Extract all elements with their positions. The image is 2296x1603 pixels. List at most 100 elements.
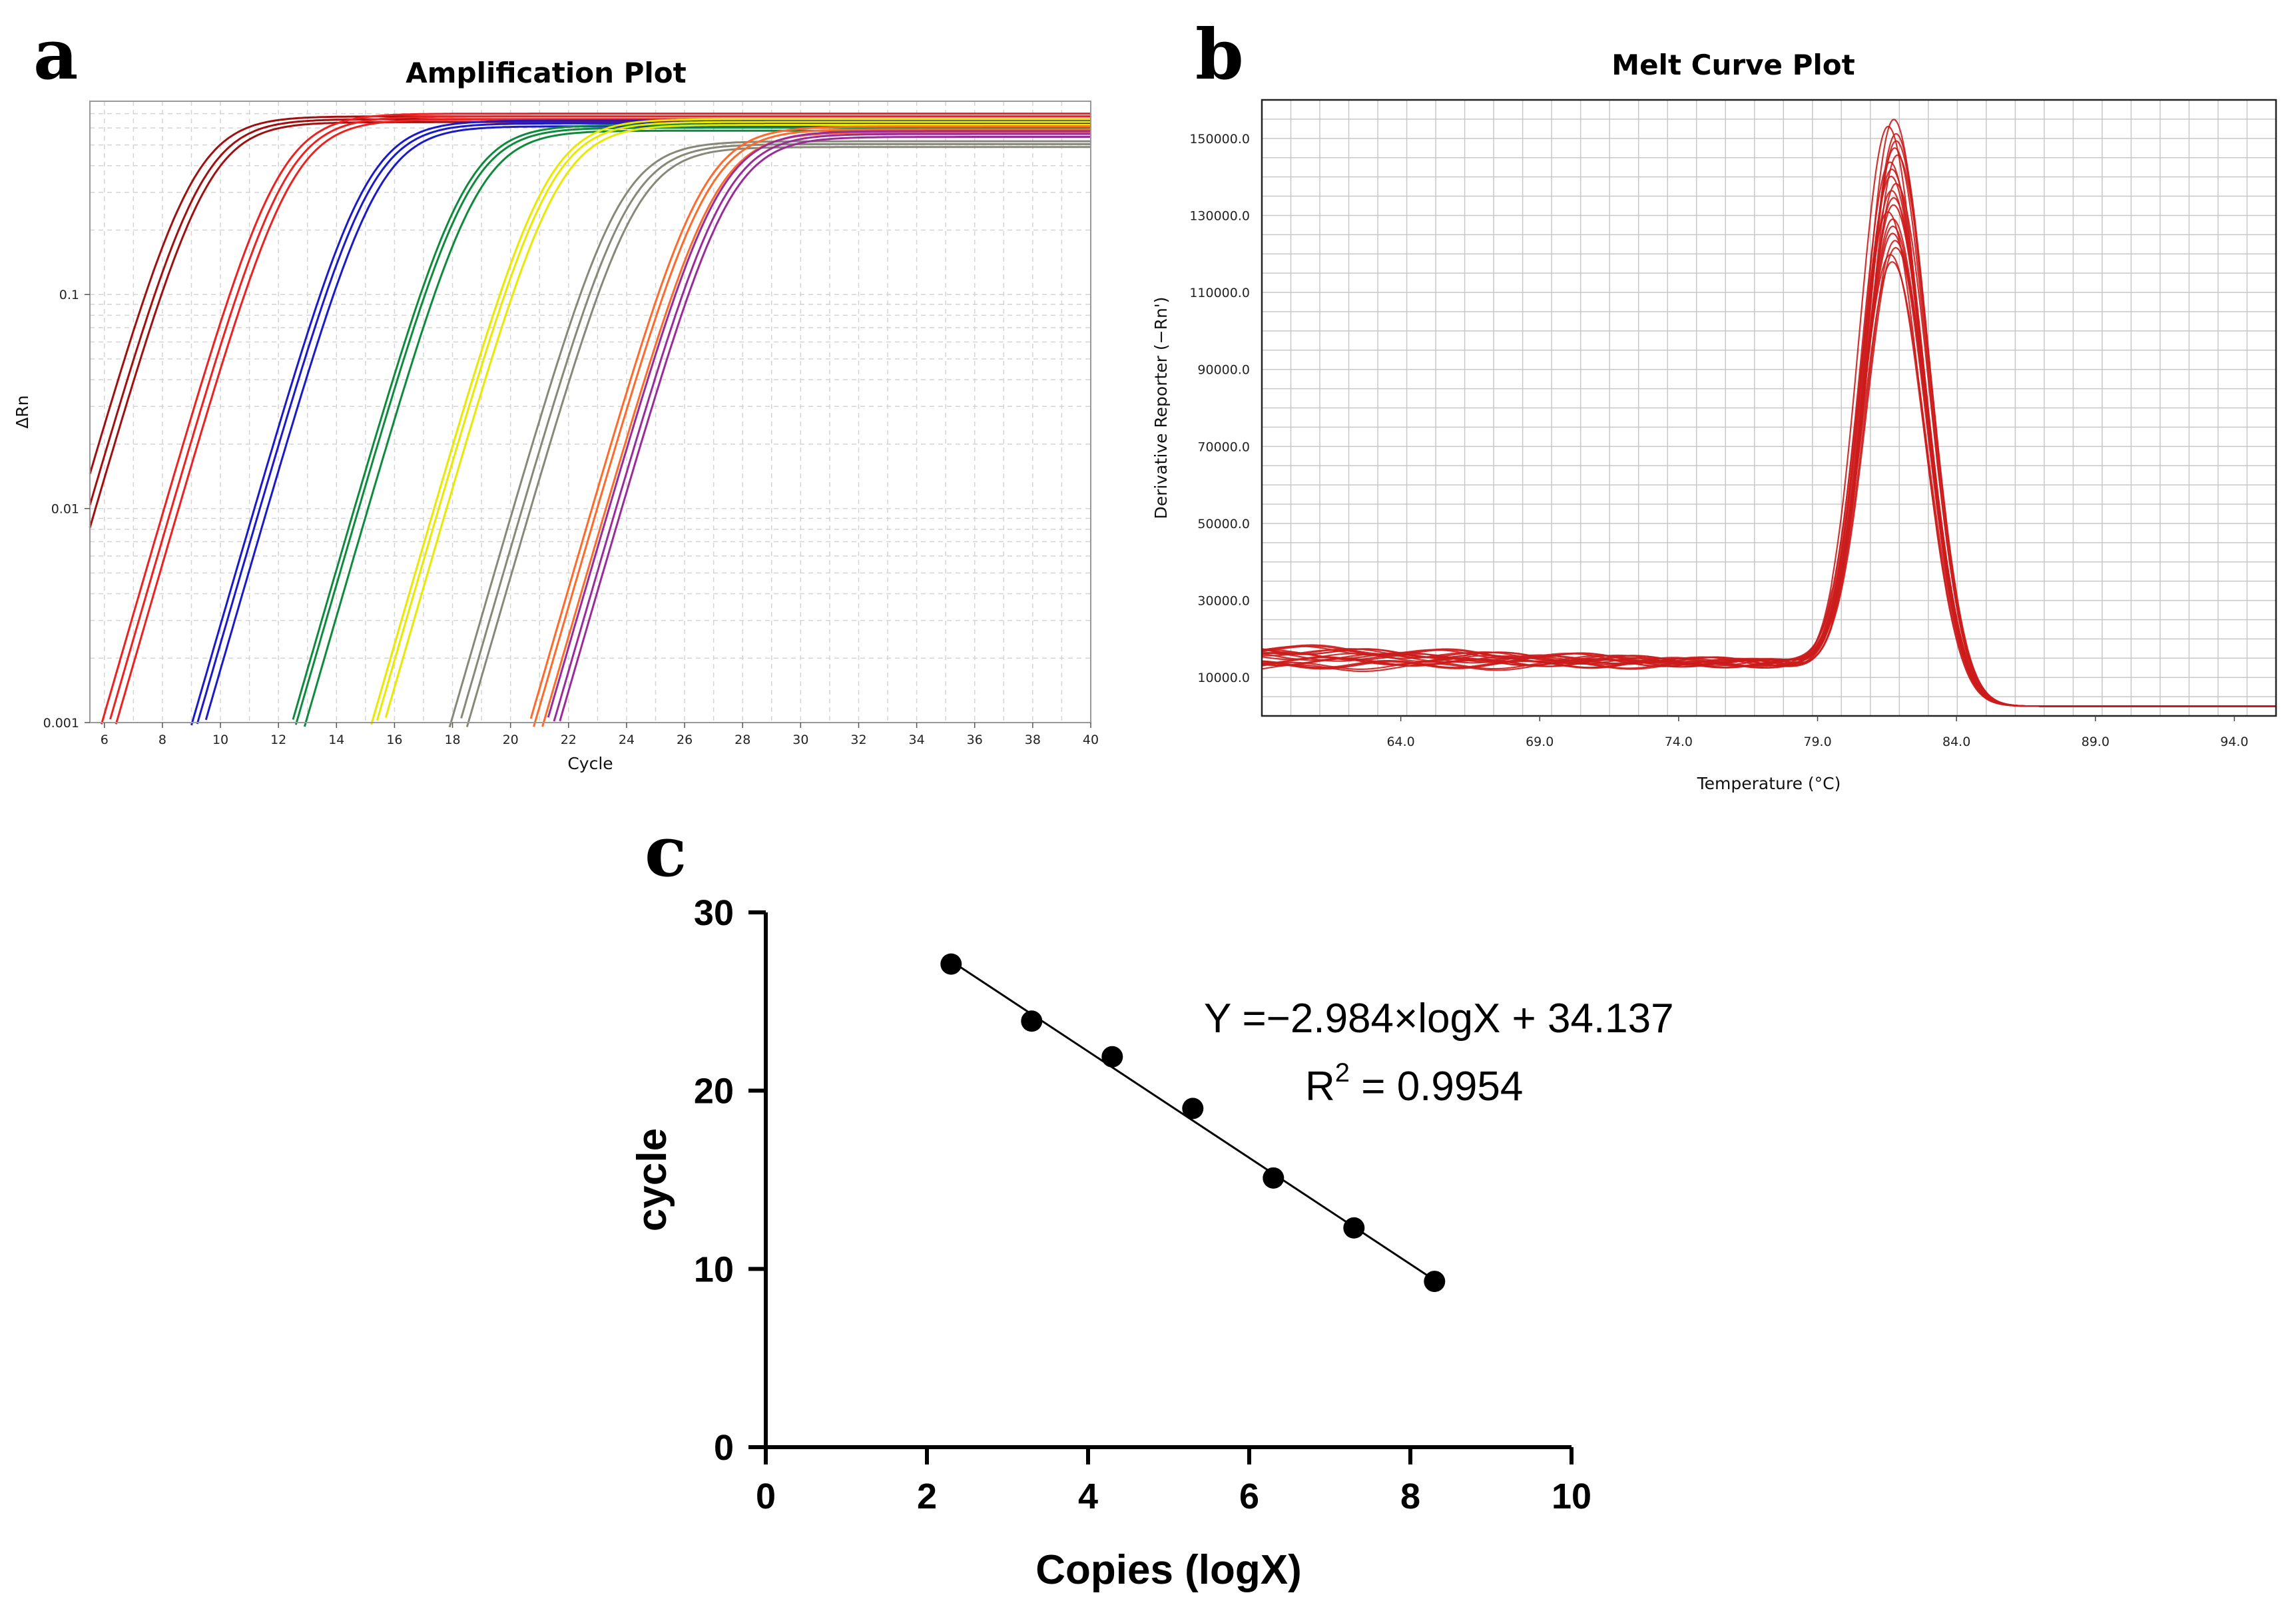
amplification-x-tick-label: 16 [386, 733, 402, 747]
amplification-x-tick-label: 8 [158, 733, 166, 747]
r-squared-label: R2 = 0.9954 [1305, 1058, 1523, 1110]
standard-curve-panel: 0 2 4 6 8 10 0 10 20 30 Copies (logX) cycle Y =−2… [629, 893, 1674, 1593]
amplification-x-tick-label: 28 [734, 733, 750, 747]
panel-c-letter: c [645, 810, 687, 892]
melt-x-tick-label: 84.0 [1942, 735, 1970, 749]
melt-x-tick-label: 64.0 [1386, 735, 1414, 749]
standard-curve-point [1424, 1271, 1446, 1293]
melt-y-tick-label: 150000.0 [1189, 132, 1250, 147]
standard-curve-x-tick-label: 10 [1552, 1476, 1591, 1516]
melt-curve-plot-frame [1261, 99, 2277, 717]
standard-curve-x-tick-label: 2 [917, 1476, 937, 1516]
amplification-x-tick-label: 20 [503, 733, 519, 747]
amplification-series [448, 140, 1091, 728]
melt-x-tick-label: 74.0 [1665, 735, 1693, 749]
melt-x-tick-label: 94.0 [2220, 735, 2248, 749]
r-squared-superscript: 2 [1335, 1058, 1350, 1088]
melt-x-tick-label: 79.0 [1803, 735, 1831, 749]
melt-curves [1261, 119, 2276, 707]
amplification-curve [294, 127, 1091, 725]
amplification-y-tick-label: 0.001 [43, 716, 79, 731]
amplification-curve [384, 124, 1091, 718]
standard-curve-x-tick-label: 6 [1239, 1476, 1259, 1516]
amplification-x-tick-label: 26 [677, 733, 693, 747]
standard-curve-y-tick-label: 10 [694, 1249, 734, 1289]
amplification-plot-title: Amplification Plot [406, 57, 686, 89]
amplification-curve [100, 113, 1091, 725]
amplification-y-axis-label: ΔRn [13, 395, 32, 428]
melt-y-tick-label: 50000.0 [1197, 517, 1250, 531]
amplification-curve [465, 146, 1091, 728]
amplification-curve [448, 140, 1091, 728]
amplification-series [370, 118, 1091, 725]
amplification-y-tick-label: 0.1 [59, 288, 79, 302]
amplification-curve [559, 136, 1091, 722]
melt-curve-plot-panel: Melt Curve Plot 64.0 69.0 74.0 79.0 84.0 89.0… [1151, 49, 2277, 793]
standard-curve-point [1263, 1167, 1285, 1189]
amplification-series [547, 130, 1091, 722]
r-squared-value: = 0.9954 [1350, 1064, 1523, 1110]
melt-curve-plot-title: Melt Curve Plot [1611, 49, 1855, 81]
amplification-x-tick-label: 30 [792, 733, 808, 747]
standard-curve-x-tick-label: 0 [756, 1476, 776, 1516]
melt-curve-plot-grid [1261, 99, 2277, 717]
amplification-plot-grid [90, 101, 1091, 723]
standard-curve-y-tick-label: 30 [694, 893, 734, 933]
standard-curve-point [1101, 1046, 1123, 1068]
amplification-curve [196, 122, 1091, 725]
amplification-x-tick-label: 22 [561, 733, 577, 747]
standard-curve-points [940, 953, 1446, 1293]
standard-curve-point [1182, 1098, 1204, 1120]
amplification-curves [89, 113, 1091, 728]
amplification-curve [529, 125, 1091, 719]
melt-y-tick-label: 90000.0 [1197, 363, 1250, 378]
melt-curve-plot-ticks: 64.0 69.0 74.0 79.0 84.0 89.0 94.0 10000.0 30000… [1189, 132, 2248, 749]
melt-x-tick-label: 69.0 [1526, 735, 1554, 749]
standard-curve-x-tick-label: 8 [1400, 1476, 1420, 1516]
standard-curve-y-axis-label: cycle [629, 1128, 675, 1231]
panel-b-letter: b [1195, 13, 1244, 95]
melt-y-axis-label: Derivative Reporter (−Rn') [1151, 297, 1171, 519]
standard-curve-x-tick-label: 4 [1078, 1476, 1098, 1516]
melt-x-tick-label: 89.0 [2082, 735, 2110, 749]
melt-y-tick-label: 110000.0 [1189, 286, 1250, 300]
standard-curve-y-tick-label: 20 [694, 1072, 734, 1112]
amplification-curve [190, 119, 1091, 726]
melt-y-tick-label: 30000.0 [1197, 594, 1250, 609]
amplification-x-axis-label: Cycle [567, 754, 613, 773]
standard-curve-point [1343, 1217, 1365, 1239]
standard-curve-x-axis-label: Copies (logX) [1035, 1547, 1302, 1593]
melt-y-tick-label: 10000.0 [1197, 671, 1250, 685]
regression-equation: Y =−2.984×logX + 34.137 [1204, 996, 1674, 1042]
panel-a-letter: a [33, 13, 78, 95]
amplification-x-tick-label: 34 [909, 733, 925, 747]
amplification-x-tick-label: 38 [1025, 733, 1041, 747]
amplification-x-tick-label: 12 [270, 733, 286, 747]
amplification-x-tick-label: 6 [101, 733, 109, 747]
melt-curve [1261, 119, 2276, 707]
amplification-x-tick-label: 24 [619, 733, 635, 747]
amplification-curve [533, 128, 1091, 727]
amplification-plot-ticks: 6 8 10 12 14 16 18 20 22 24 26 28 30 32 34 36 38 40 0.001 0… [43, 288, 1099, 747]
amplification-x-tick-label: 32 [850, 733, 866, 747]
amplification-plot-frame [89, 101, 1091, 723]
amplification-x-tick-label: 40 [1083, 733, 1099, 747]
standard-curve-point [1021, 1010, 1043, 1032]
amplification-x-tick-label: 10 [212, 733, 228, 747]
standard-curve-point [940, 953, 962, 975]
amplification-x-tick-label: 14 [328, 733, 344, 747]
amplification-curve [109, 115, 1091, 720]
melt-y-tick-label: 70000.0 [1197, 440, 1250, 454]
amplification-plot-panel: Amplification Plot 6 8 10 12 14 16 18 20 22 24 26 2… [13, 57, 1099, 773]
melt-y-tick-label: 130000.0 [1189, 208, 1250, 223]
standard-curve-y-tick-label: 0 [714, 1428, 734, 1468]
amplification-x-tick-label: 36 [967, 733, 983, 747]
amplification-curve [376, 121, 1091, 721]
r-squared-prefix: R [1305, 1064, 1335, 1110]
amplification-x-tick-label: 18 [444, 733, 460, 747]
melt-x-axis-label: Temperature (°C) [1697, 774, 1841, 793]
amplification-curve [370, 118, 1091, 725]
amplification-curve [553, 133, 1091, 722]
